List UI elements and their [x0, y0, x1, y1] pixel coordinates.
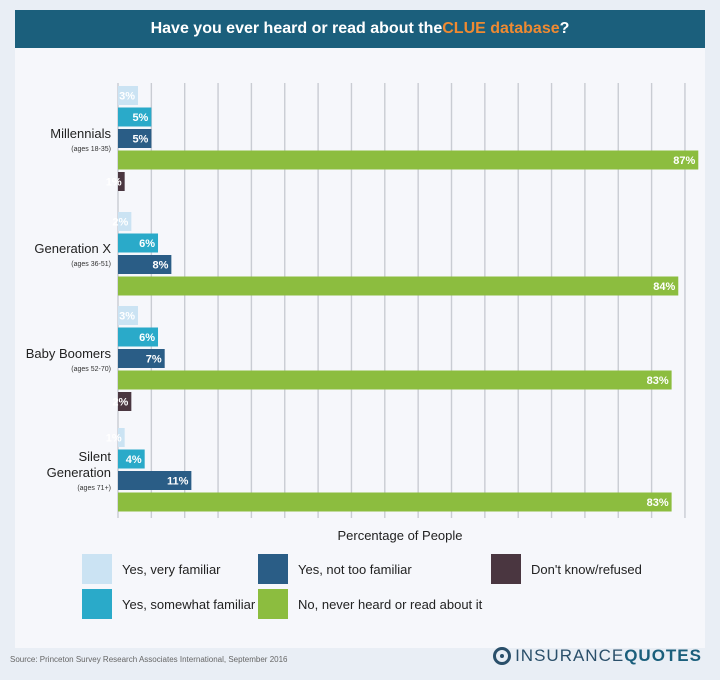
bar-somewhat_familiar: [118, 233, 159, 253]
legend-label: No, never heard or read about it: [298, 596, 483, 612]
bar-chart: 3% 5% 5% 87% 1% Millennials (ages 18-35) 2% 6% 8%…: [26, 83, 699, 543]
bar-value-label: 6%: [139, 332, 155, 344]
x-axis-label: Percentage of People: [337, 528, 462, 543]
legend-label: Yes, somewhat familiar: [122, 596, 256, 612]
bar-somewhat_familiar: [118, 327, 159, 347]
category-label: Silent: [78, 449, 111, 464]
legend-swatch: [491, 554, 521, 584]
title-end: ?: [559, 20, 570, 37]
title-highlight: CLUE database: [442, 20, 560, 37]
legend-label: Yes, not too familiar: [298, 561, 412, 577]
bar-value-label: 87%: [673, 155, 695, 167]
bar-dont_know: [118, 172, 125, 191]
category-sublabel: (ages 36-51): [71, 261, 111, 268]
logo-text-bold: QUOTES: [624, 646, 702, 665]
bar-never_heard: [118, 492, 672, 512]
legend-item-very_familiar: Yes, very familiar: [82, 554, 221, 584]
bar-value-label: 2%: [112, 217, 128, 229]
bar-never_heard: [118, 370, 672, 390]
bar-value-label: 83%: [647, 497, 669, 509]
category-sublabel: (ages 18-35): [71, 146, 111, 153]
bar-value-label: 7%: [146, 354, 162, 366]
chart-title: Have you ever heard or read about the CL…: [15, 10, 705, 48]
bar-dont_know: [118, 392, 132, 411]
bar-somewhat_familiar: [118, 449, 145, 469]
category-sublabel: (ages 52-70): [71, 366, 111, 373]
legend-label: Yes, very familiar: [122, 561, 221, 577]
bar-not_too_familiar: [118, 129, 152, 148]
source-note: Source: Princeton Survey Research Associ…: [10, 655, 288, 664]
logo-icon: [493, 647, 512, 665]
bar-very_familiar: [118, 428, 125, 447]
bar-value-label: 4%: [126, 454, 142, 466]
bar-value-label: 5%: [132, 134, 148, 146]
legend-item-dont_know: Don't know/refused: [491, 554, 642, 584]
bar-value-label: 5%: [132, 112, 148, 124]
bar-never_heard: [118, 276, 679, 296]
bar-never_heard: [118, 150, 699, 170]
bar-very_familiar: [118, 212, 132, 231]
legend-label: Don't know/refused: [531, 561, 642, 577]
bar-somewhat_familiar: [118, 107, 152, 127]
bar-value-label: 1%: [106, 433, 122, 445]
legend-swatch: [258, 589, 288, 619]
bar-value-label: 6%: [139, 238, 155, 250]
category-label: Millennials: [50, 126, 111, 141]
bar-very_familiar: [118, 306, 139, 325]
bar-value-label: 3%: [119, 91, 135, 103]
brand-logo: INSURANCE QUOTES: [493, 646, 702, 666]
bar-not_too_familiar: [118, 471, 192, 490]
category-label: Generation X: [34, 241, 111, 256]
bar-value-label: 3%: [119, 311, 135, 323]
legend-item-not_too_familiar: Yes, not too familiar: [258, 554, 412, 584]
legend-swatch: [82, 589, 112, 619]
chart-panel: 3% 5% 5% 87% 1% Millennials (ages 18-35) 2% 6% 8%…: [15, 48, 705, 648]
title-text: Have you ever heard or read about the: [150, 20, 443, 37]
bar-not_too_familiar: [118, 349, 165, 368]
bar-not_too_familiar: [118, 255, 172, 274]
bar-value-label: 84%: [653, 281, 675, 293]
category-label: Baby Boomers: [26, 346, 112, 361]
category-sublabel: (ages 71+): [77, 485, 111, 492]
category-label: Generation: [47, 465, 111, 480]
legend-item-never_heard: No, never heard or read about it: [258, 589, 482, 619]
bar-value-label: 1%: [106, 177, 122, 189]
legend-swatch: [82, 554, 112, 584]
bar-value-label: 83%: [647, 375, 669, 387]
bar-very_familiar: [118, 86, 139, 105]
legend-item-somewhat_familiar: Yes, somewhat familiar: [82, 589, 255, 619]
bar-value-label: 2%: [112, 397, 128, 409]
bar-value-label: 11%: [167, 476, 189, 488]
logo-text-light: INSURANCE: [515, 646, 625, 665]
bar-value-label: 8%: [152, 260, 168, 272]
legend-swatch: [258, 554, 288, 584]
